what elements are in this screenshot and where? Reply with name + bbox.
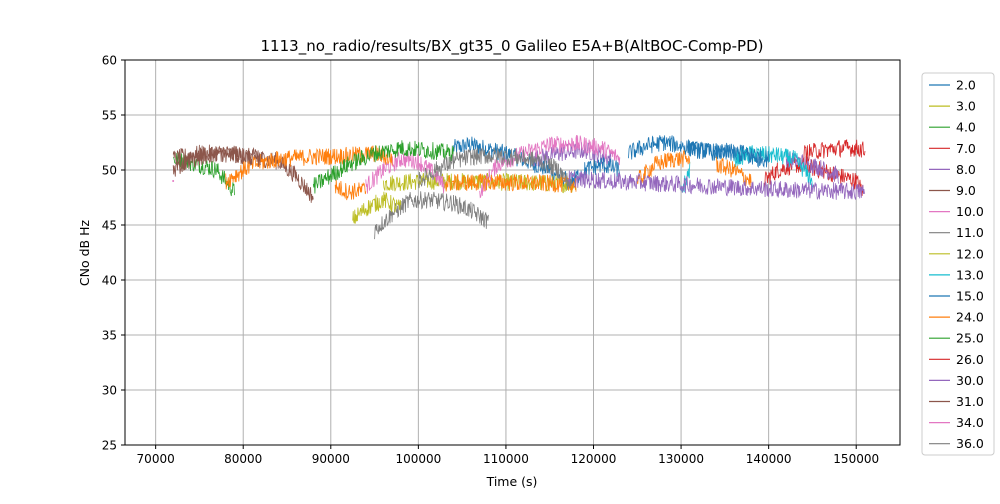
legend-items: 2.0 3.0 4.0 7.0 8.0 9.0 10.0 11.0 12.0 13.0 15.0 24… [929, 78, 984, 451]
x-tick-label: 70000 [137, 452, 175, 466]
x-tick-label: 100000 [395, 452, 441, 466]
series-line [628, 135, 769, 168]
y-tick-label: 40 [102, 274, 117, 288]
series-line [479, 135, 621, 199]
legend-label: 11.0 [956, 225, 984, 240]
y-tick-label: 55 [102, 109, 117, 123]
legend-label: 13.0 [956, 267, 984, 282]
series-point [172, 180, 175, 182]
series-line [172, 146, 261, 177]
series-line [312, 140, 454, 194]
chart-title: 1113_no_radio/results/BX_gt35_0 Galileo … [261, 37, 764, 56]
legend-label: 4.0 [956, 120, 976, 135]
legend-label: 12.0 [956, 246, 984, 261]
series-31.0 [172, 146, 261, 177]
series-26.0 [803, 139, 866, 162]
legend-label: 24.0 [956, 310, 984, 325]
legend: 2.0 3.0 4.0 7.0 8.0 9.0 10.0 11.0 12.0 13.0 15.0 24… [921, 72, 995, 456]
legend-label: 10.0 [956, 204, 984, 219]
series-line [352, 191, 402, 224]
x-tick-label: 110000 [483, 452, 529, 466]
x-tick-label: 120000 [571, 452, 617, 466]
legend-label: 9.0 [956, 183, 976, 198]
series-line [173, 152, 235, 197]
y-tick-label: 30 [102, 384, 117, 398]
series-line [365, 151, 445, 194]
legend-label: 15.0 [956, 289, 984, 304]
x-tick-label: 140000 [746, 452, 792, 466]
series-10.0 [365, 135, 621, 199]
series-line [334, 179, 367, 201]
x-tick-label: 90000 [312, 452, 350, 466]
legend-label: 36.0 [956, 436, 984, 451]
grid-lines [125, 59, 900, 446]
series-25.0 [312, 140, 454, 194]
y-tick-label: 50 [102, 164, 117, 178]
y-tick-label: 60 [102, 54, 117, 68]
legend-label: 25.0 [956, 331, 984, 346]
plot-frame [124, 59, 901, 446]
series-line [374, 191, 489, 240]
series-12.0 [352, 191, 402, 224]
series-layer [172, 135, 866, 240]
legend-label: 31.0 [956, 394, 984, 409]
legend-label: 3.0 [956, 99, 976, 114]
x-axis-label: Time (s) [486, 474, 538, 489]
legend-label: 2.0 [956, 78, 976, 93]
series-line [636, 150, 691, 185]
legend-label: 8.0 [956, 162, 976, 177]
x-tick-label: 130000 [658, 452, 704, 466]
series-24.0 [225, 145, 752, 201]
y-tick-label: 25 [102, 439, 117, 453]
legend-label: 7.0 [956, 141, 976, 156]
legend-label: 26.0 [956, 352, 984, 367]
series-36.0 [418, 147, 572, 190]
series-line [418, 147, 572, 190]
axis-ticks: 70000 80000 90000 100000 110000 120000 130000 1… [102, 54, 879, 467]
x-tick-label: 150000 [833, 452, 879, 466]
y-tick-label: 45 [102, 219, 117, 233]
series-11.0 [374, 191, 489, 240]
legend-label: 34.0 [956, 415, 984, 430]
y-tick-label: 35 [102, 329, 117, 343]
x-tick-label: 80000 [224, 452, 262, 466]
series-34.0 [172, 180, 175, 182]
series-line [225, 145, 393, 190]
series-line [715, 156, 752, 187]
legend-label: 30.0 [956, 373, 984, 388]
series-line [803, 139, 866, 162]
series-4.0 [173, 152, 235, 197]
series-30.0 [566, 170, 866, 201]
series-line [444, 173, 577, 193]
series-line [566, 170, 866, 201]
y-axis-label: CNo dB Hz [77, 219, 92, 286]
